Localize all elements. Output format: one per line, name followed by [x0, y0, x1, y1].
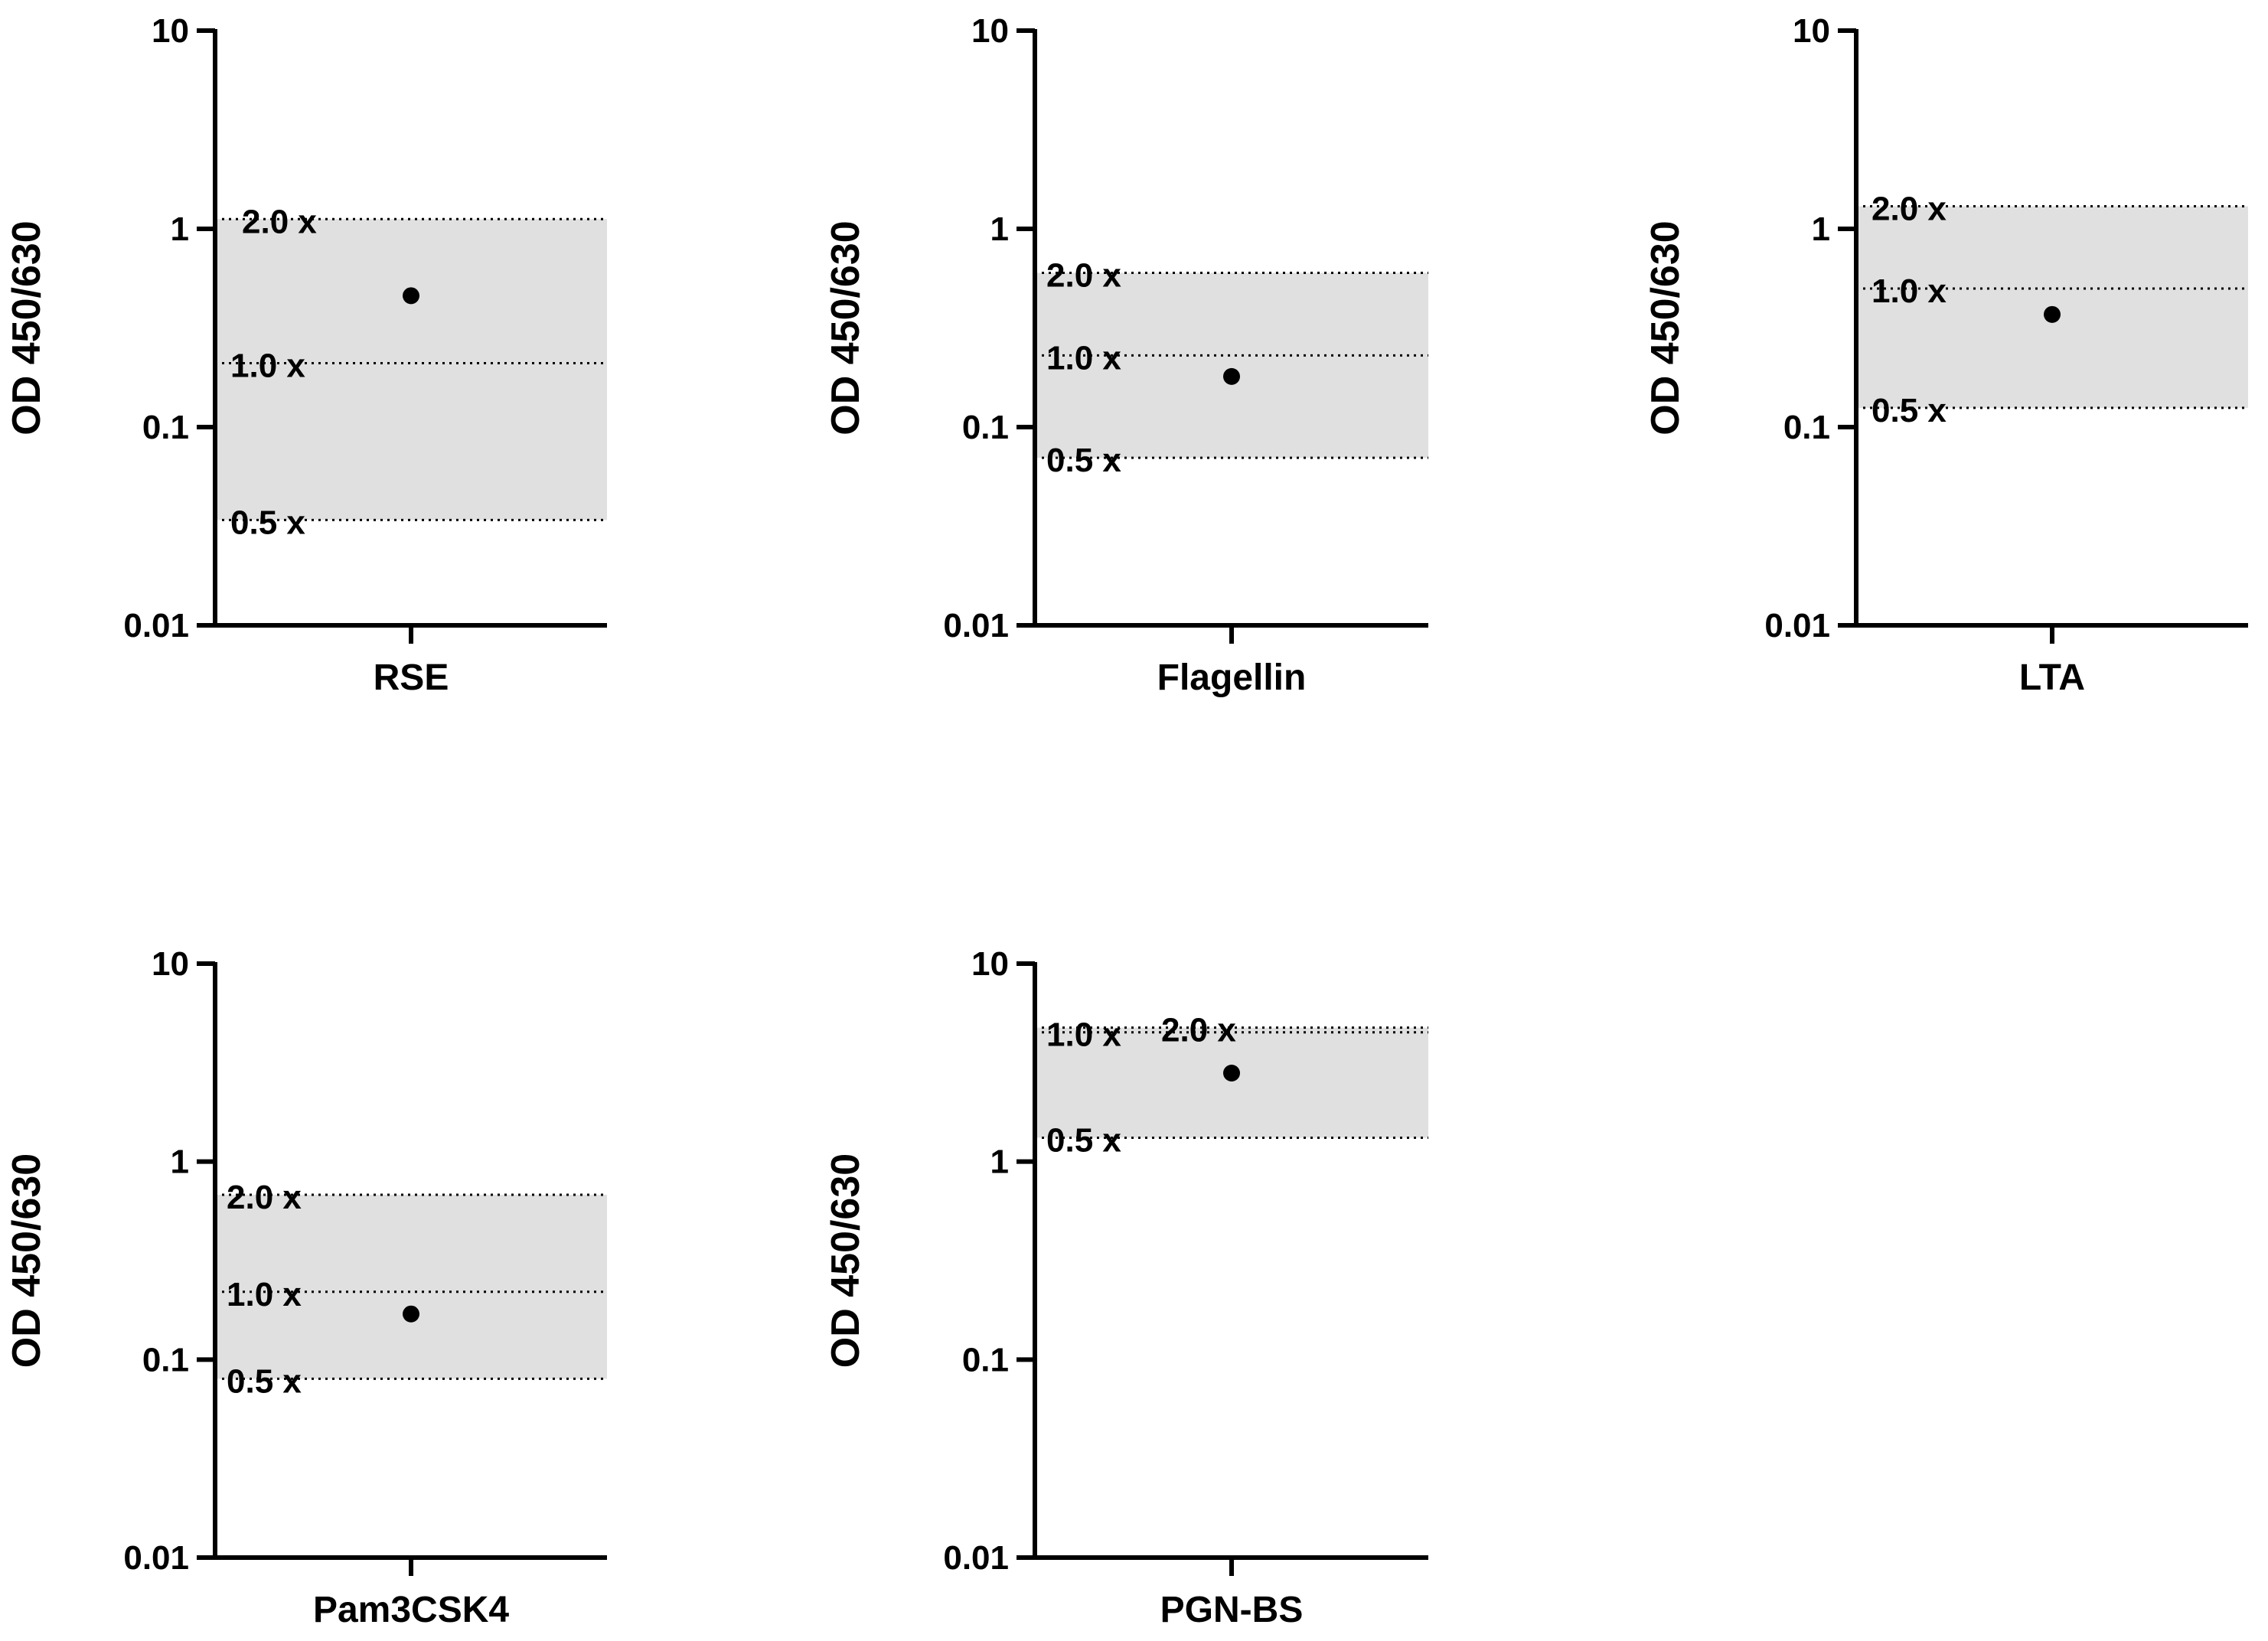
y-tick-label: 1 — [171, 210, 189, 248]
y-tick-label: 0.01 — [943, 607, 1009, 644]
x-category-label: RSE — [374, 657, 449, 698]
y-tick-label: 10 — [152, 12, 189, 50]
y-tick-label: 0.01 — [123, 1539, 189, 1577]
y-axis-title: OD 450/630 — [824, 220, 868, 435]
chart-panel-pgn-bs: 1.0 x 2.0 x 0.5 x 0.01 0.1 1 10 PGN-BS OD 450/63… — [824, 945, 1428, 1630]
reference-band — [1036, 1027, 1428, 1138]
ref-line-label: 2.0 x — [1872, 190, 1947, 227]
ref-line-label: 2.0 x — [227, 1179, 302, 1216]
data-point — [2044, 305, 2061, 323]
y-tick-label: 1 — [990, 210, 1009, 248]
x-category-label: Flagellin — [1157, 657, 1307, 698]
ref-line-label: 1.0 x — [1046, 1016, 1121, 1054]
ref-line-label: 1.0 x — [1046, 339, 1121, 377]
data-point — [403, 287, 419, 305]
y-tick-label: 0.1 — [142, 409, 189, 446]
ref-line-label: 2.0 x — [242, 203, 317, 240]
reference-band — [217, 219, 607, 520]
y-tick-label: 10 — [971, 12, 1009, 50]
y-axis-title: OD 450/630 — [824, 1153, 868, 1368]
ref-line-label: 0.5 x — [227, 1362, 302, 1400]
ref-line-label: 0.5 x — [1046, 1121, 1121, 1159]
y-tick-label: 1 — [1812, 210, 1830, 248]
chart-panel-pam3csk4: 2.0 x 1.0 x 0.5 x 0.01 0.1 1 10 Pam3CSK4 OD 450/… — [5, 945, 607, 1630]
data-point — [403, 1305, 419, 1323]
ref-line-label: 0.5 x — [1046, 442, 1121, 479]
data-point — [1223, 367, 1240, 385]
y-tick-label: 10 — [971, 945, 1009, 983]
ref-line-label: 0.5 x — [230, 504, 305, 541]
ref-line-label: 2.0 x — [1046, 256, 1121, 294]
y-axis-title: OD 450/630 — [5, 1153, 49, 1368]
y-tick-label: 1 — [990, 1143, 1009, 1181]
y-tick-label: 10 — [1793, 12, 1830, 50]
y-tick-label: 1 — [171, 1143, 189, 1181]
chart-panel-lta: 2.0 x 1.0 x 0.5 x 0.01 0.1 1 10 LTA OD 450/630 — [1643, 12, 2248, 698]
y-tick-label: 0.01 — [943, 1539, 1009, 1577]
y-tick-label: 0.01 — [1764, 607, 1830, 644]
chart-panel-flagellin: 2.0 x 1.0 x 0.5 x 0.01 0.1 1 10 Flagellin OD 450… — [824, 12, 1428, 698]
x-category-label: LTA — [2019, 657, 2085, 698]
ref-line-label: 2.0 x — [1161, 1012, 1236, 1049]
y-tick-label: 0.1 — [962, 1341, 1009, 1378]
reference-band — [1036, 272, 1428, 458]
y-tick-label: 0.1 — [142, 1341, 189, 1378]
ref-line-label: 1.0 x — [1872, 272, 1947, 310]
ref-line-label: 1.0 x — [230, 347, 305, 385]
y-tick-label: 10 — [152, 945, 189, 983]
y-tick-label: 0.01 — [123, 607, 189, 644]
y-tick-label: 0.1 — [962, 409, 1009, 446]
ref-line-label: 0.5 x — [1872, 392, 1947, 429]
x-category-label: PGN-BS — [1160, 1590, 1304, 1630]
ref-line-label: 1.0 x — [227, 1276, 302, 1313]
y-tick-label: 0.1 — [1783, 409, 1830, 446]
y-axis-title: OD 450/630 — [5, 220, 49, 435]
y-axis-title: OD 450/630 — [1643, 220, 1688, 435]
data-point — [1223, 1065, 1240, 1082]
chart-panel-rse: 2.0 x 1.0 x 0.5 x 0.01 0.1 1 10 RSE OD 450/630 — [5, 12, 607, 698]
x-category-label: Pam3CSK4 — [313, 1590, 509, 1630]
reference-band — [217, 1194, 607, 1379]
